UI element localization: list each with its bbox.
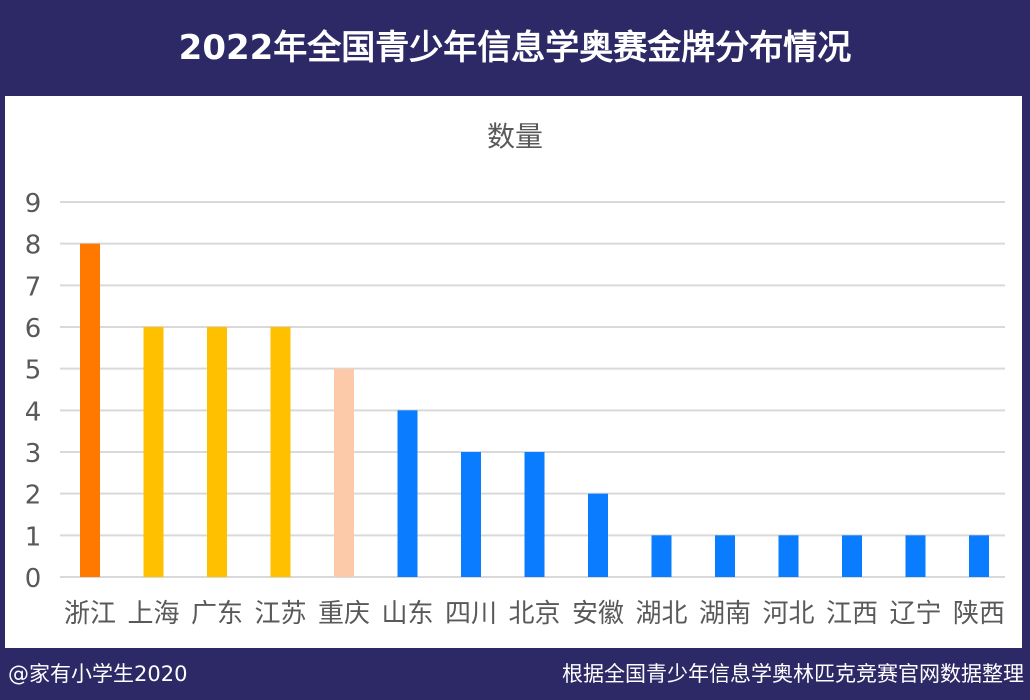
bar-安徽 <box>588 493 608 577</box>
chart-panel: 数量 0 1 2 3 4 5 6 7 8 9 浙江 上海 广东 江苏 重庆 山东 四川 北京 安徽 湖北 湖南 河北 江西辽… <box>5 96 1022 648</box>
y-tick-label: 7 <box>25 272 42 302</box>
bar-江苏 <box>270 327 291 577</box>
y-tick-label: 8 <box>25 231 42 261</box>
y-tick-label: 4 <box>25 397 42 427</box>
y-tick-label: 9 <box>25 189 42 219</box>
bar-北京 <box>524 452 545 577</box>
x-tick-label: 辽宁 <box>889 599 941 629</box>
footer-source: 根据全国青少年信息学奥林匹克竞赛官网数据整理 <box>562 662 1024 686</box>
x-tick-label: 广东 <box>191 599 243 629</box>
x-tick-label: 江苏 <box>254 599 306 629</box>
x-tick-label: 北京 <box>508 599 560 629</box>
bar-chart: 数量 0 1 2 3 4 5 6 7 8 9 浙江 上海 广东 江苏 重庆 山东 四川 北京 安徽 湖北 湖南 河北 江西辽… <box>25 120 1005 629</box>
chart-title: 数量 <box>487 120 543 153</box>
bar-陕西 <box>969 535 989 577</box>
bar-山东 <box>397 410 418 577</box>
y-tick-label: 1 <box>25 522 42 552</box>
bar-河北 <box>778 535 799 577</box>
x-tick-label: 浙江 <box>64 599 116 629</box>
bar-辽宁 <box>905 535 926 577</box>
bar-广东 <box>207 327 227 577</box>
x-tick-label: 陕西 <box>953 599 1005 629</box>
y-tick-label: 0 <box>25 564 42 594</box>
bar-湖北 <box>651 535 672 577</box>
x-tick-label: 河北 <box>762 599 814 629</box>
bar-湖南 <box>715 535 735 577</box>
bar-四川 <box>461 452 481 577</box>
y-tick-label: 5 <box>25 356 42 386</box>
x-tick-label: 四川 <box>445 599 497 629</box>
bar-江西 <box>842 535 862 577</box>
x-tick-label: 重庆 <box>318 599 370 629</box>
x-tick-label: 江西 <box>826 599 878 629</box>
bar-上海 <box>143 327 164 577</box>
x-tick-label: 安徽 <box>572 599 624 629</box>
x-tick-label: 湖南 <box>699 599 751 629</box>
x-tick-label: 上海 <box>127 599 179 629</box>
bar-浙江 <box>80 243 100 577</box>
y-tick-label: 2 <box>25 481 42 511</box>
footer-credit: @家有小学生2020 <box>8 662 188 686</box>
y-tick-label: 3 <box>25 439 42 469</box>
y-tick-label: 6 <box>25 314 42 344</box>
x-tick-label: 湖北 <box>635 599 687 629</box>
page-title: 2022年全国青少年信息学奥赛金牌分布情况 <box>178 28 852 68</box>
bar-重庆 <box>334 368 354 577</box>
x-tick-label: 山东 <box>381 599 433 629</box>
